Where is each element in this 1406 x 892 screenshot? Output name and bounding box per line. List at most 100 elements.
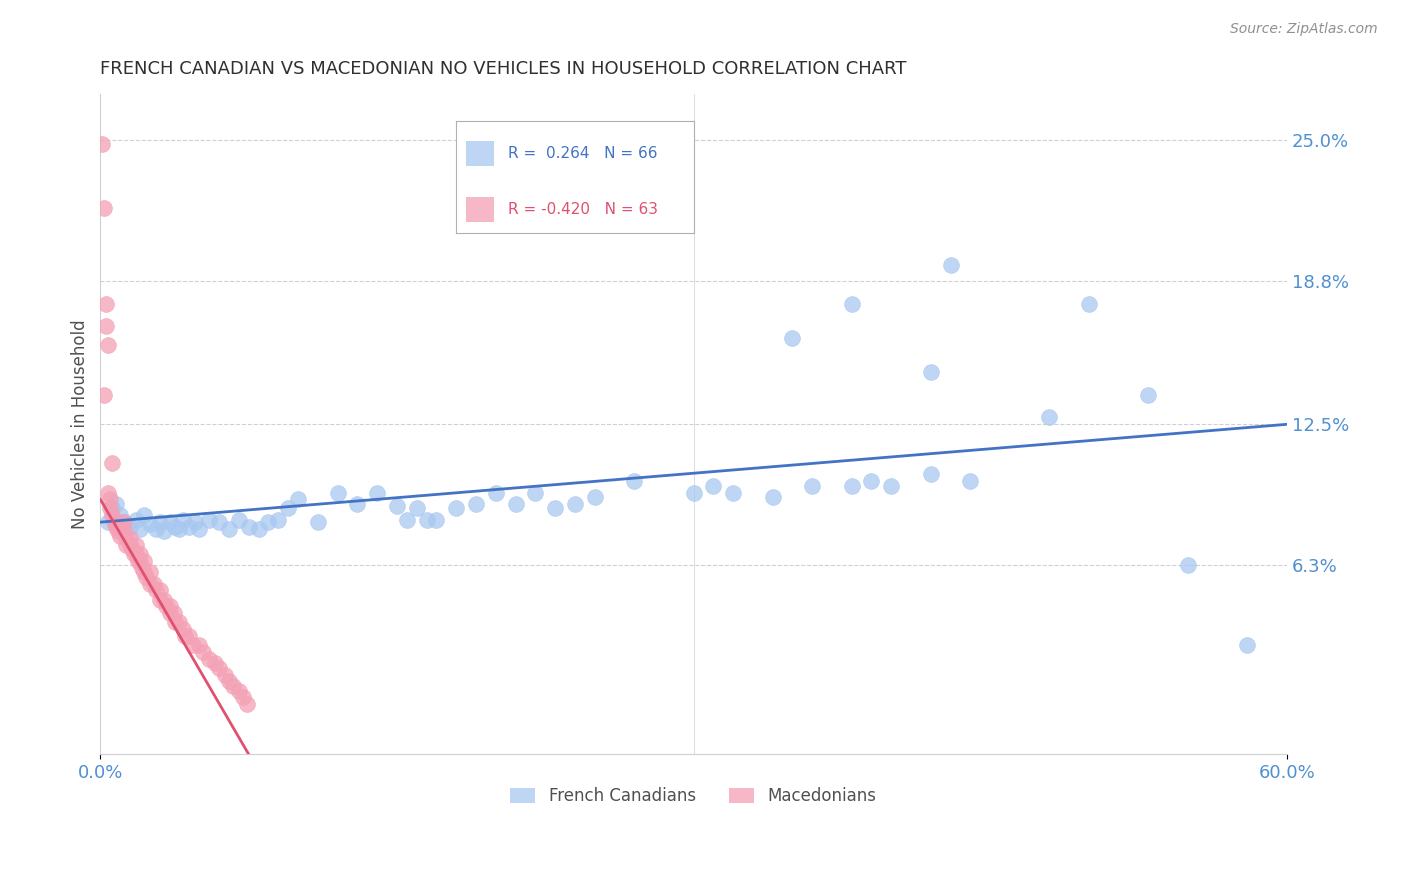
Point	[524, 485, 547, 500]
Point	[228, 513, 250, 527]
Point	[105, 519, 128, 533]
Point	[222, 679, 245, 693]
Point	[93, 201, 115, 215]
Point	[149, 583, 172, 598]
Point	[132, 554, 155, 568]
Point	[169, 615, 191, 630]
Point	[214, 667, 236, 681]
Point	[198, 513, 221, 527]
Point	[145, 522, 167, 536]
Point	[395, 513, 418, 527]
Point	[188, 638, 211, 652]
Point	[128, 547, 150, 561]
Point	[1038, 410, 1060, 425]
Point	[179, 519, 201, 533]
Text: Source: ZipAtlas.com: Source: ZipAtlas.com	[1230, 22, 1378, 37]
Point	[405, 501, 427, 516]
Point	[149, 515, 172, 529]
Point	[326, 485, 349, 500]
Point	[198, 651, 221, 665]
Point	[159, 515, 181, 529]
Point	[218, 674, 240, 689]
Point	[122, 547, 145, 561]
Point	[208, 661, 231, 675]
Point	[118, 519, 141, 533]
Point	[97, 485, 120, 500]
Point	[105, 497, 128, 511]
Point	[132, 508, 155, 523]
Point	[920, 467, 942, 482]
Point	[564, 497, 586, 511]
Point	[159, 599, 181, 614]
Point	[174, 629, 197, 643]
Point	[385, 500, 408, 514]
Point	[188, 522, 211, 536]
Point	[128, 522, 150, 536]
Point	[105, 515, 128, 529]
Point	[169, 522, 191, 536]
Point	[247, 522, 270, 536]
Point	[193, 645, 215, 659]
Point	[145, 583, 167, 598]
Legend: French Canadians, Macedonians: French Canadians, Macedonians	[503, 780, 883, 812]
Point	[1078, 297, 1101, 311]
Point	[112, 515, 135, 529]
Point	[257, 515, 280, 529]
Point	[238, 519, 260, 533]
Point	[112, 524, 135, 539]
Point	[162, 606, 184, 620]
Point	[1236, 638, 1258, 652]
Point	[287, 492, 309, 507]
Point	[682, 485, 704, 500]
Point	[97, 515, 120, 529]
Point	[101, 508, 124, 523]
Point	[228, 683, 250, 698]
Y-axis label: No Vehicles in Household: No Vehicles in Household	[72, 319, 89, 529]
Point	[1177, 558, 1199, 573]
Point	[204, 657, 226, 671]
Point	[139, 565, 162, 579]
Point	[721, 485, 744, 500]
Point	[108, 508, 131, 523]
Point	[115, 531, 138, 545]
Point	[152, 592, 174, 607]
Point	[125, 547, 148, 561]
Point	[101, 456, 124, 470]
Point	[139, 576, 162, 591]
Point	[179, 629, 201, 643]
Point	[98, 501, 121, 516]
Point	[96, 319, 118, 334]
Point	[702, 479, 724, 493]
Point	[125, 538, 148, 552]
Point	[91, 137, 114, 152]
Point	[96, 297, 118, 311]
Point	[583, 490, 606, 504]
Point	[118, 531, 141, 545]
Point	[165, 519, 187, 533]
Point	[860, 474, 883, 488]
Point	[172, 513, 194, 527]
Point	[208, 515, 231, 529]
Point	[118, 538, 141, 552]
Point	[277, 501, 299, 516]
Point	[232, 690, 254, 705]
Point	[152, 524, 174, 539]
Point	[125, 513, 148, 527]
Point	[107, 524, 129, 539]
Point	[505, 497, 527, 511]
Point	[346, 497, 368, 511]
Point	[1137, 388, 1160, 402]
Point	[101, 501, 124, 516]
Point	[446, 501, 468, 516]
Point	[801, 479, 824, 493]
Point	[623, 474, 645, 488]
Point	[139, 517, 162, 532]
Point	[103, 515, 125, 529]
Point	[841, 479, 863, 493]
Point	[108, 519, 131, 533]
Point	[880, 479, 903, 493]
Point	[142, 576, 165, 591]
Point	[108, 529, 131, 543]
Point	[115, 538, 138, 552]
Point	[485, 485, 508, 500]
